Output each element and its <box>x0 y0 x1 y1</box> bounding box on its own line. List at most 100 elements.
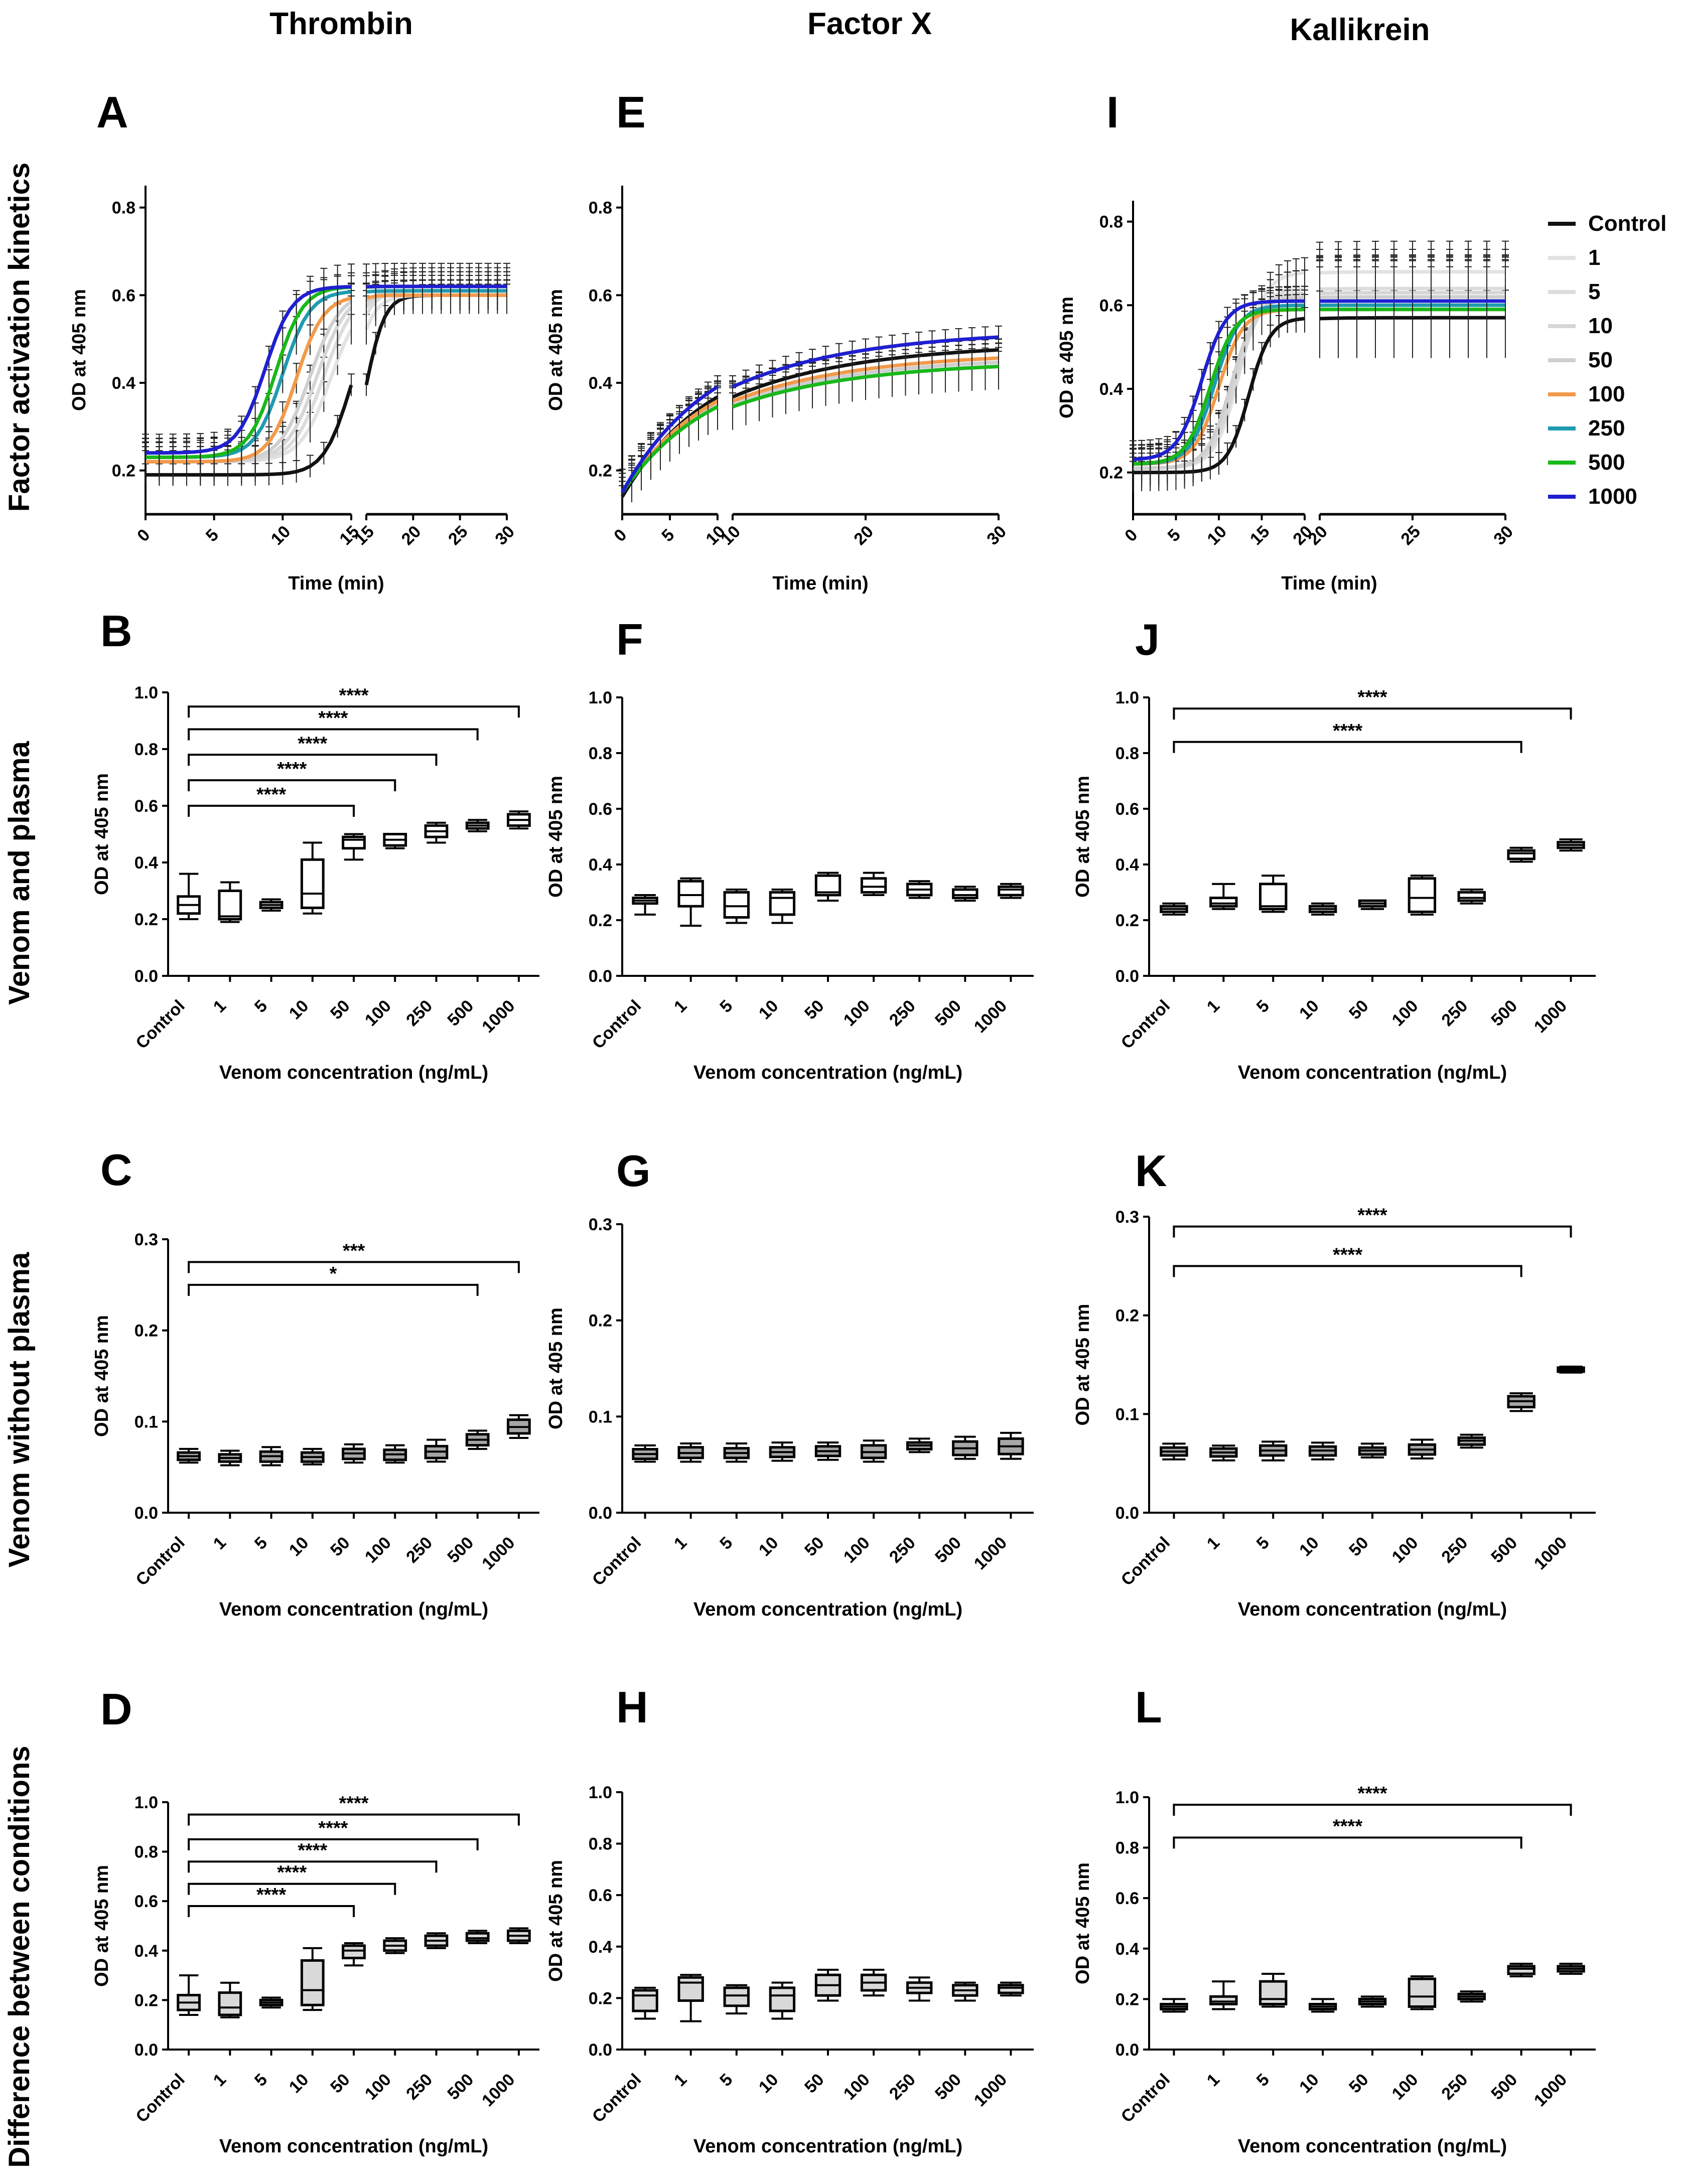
x-tick-label: 500 <box>931 996 965 1030</box>
x-tick-label: 10 <box>286 996 313 1024</box>
legend-label-5: 5 <box>1588 279 1600 304</box>
x-tick-label: 30 <box>491 522 518 549</box>
x-tick-label: 500 <box>931 1533 965 1567</box>
x-tick-label: 500 <box>1487 1533 1521 1567</box>
y-tick-label: 0.8 <box>1099 213 1123 232</box>
y-tick-label: 0.3 <box>1115 1208 1139 1227</box>
x-tick-label: 100 <box>840 1533 874 1567</box>
x-tick-label: Control <box>1117 2070 1174 2126</box>
x-tick-label: 1 <box>1203 1533 1223 1553</box>
panel-letter-H: H <box>616 1682 648 1732</box>
x-tick-label: 10 <box>1296 2070 1323 2097</box>
x-tick-label: Control <box>589 2070 645 2126</box>
y-tick-label: 0.2 <box>1115 1306 1139 1326</box>
y-tick-label: 0.2 <box>1115 911 1139 930</box>
x-tick-label: 100 <box>361 1533 395 1567</box>
y-tick-label: 0.4 <box>134 1942 158 1961</box>
y-tick-label: 0.1 <box>1115 1405 1139 1424</box>
x-tick-label: 100 <box>840 996 874 1030</box>
significance-bracket <box>188 1838 479 1850</box>
x-tick-label: 500 <box>444 1533 477 1567</box>
panel-letter-C: C <box>100 1145 132 1195</box>
y-axis-label: OD at 405 nm <box>91 1315 112 1437</box>
y-tick-label: 0.8 <box>1115 744 1139 763</box>
box-500 <box>952 888 978 900</box>
x-tick-label: 50 <box>801 1533 828 1560</box>
x-tick-label: 10 <box>755 1533 782 1560</box>
column-title-thrombin: Thrombin <box>269 7 413 41</box>
x-tick-label: 1000 <box>970 996 1011 1037</box>
box-5 <box>1259 1980 1288 2005</box>
x-tick-label: 1 <box>210 996 230 1016</box>
x-axis-label: Time (min) <box>772 573 868 594</box>
box-100 <box>1408 877 1437 913</box>
x-tick-label: 500 <box>1487 2070 1521 2104</box>
y-axis-label: OD at 405 nm <box>545 1860 567 1982</box>
x-tick-label: 50 <box>327 996 354 1024</box>
significance-bracket <box>188 754 438 766</box>
x-tick-label: 5 <box>1253 2070 1273 2090</box>
series-line-control <box>1133 317 1305 475</box>
significance-bracket <box>188 1905 355 1918</box>
y-tick-label: 0.6 <box>1115 800 1139 819</box>
x-tick-label: 50 <box>1345 996 1372 1024</box>
y-tick-label: 0.8 <box>134 1843 158 1862</box>
x-axis-label: Time (min) <box>1281 573 1377 594</box>
y-tick-label: 0.2 <box>589 1312 612 1331</box>
x-tick-label: 10 <box>1296 996 1323 1024</box>
box-10 <box>300 858 325 909</box>
y-tick-label: 0.8 <box>589 744 612 763</box>
panel-letter-I: I <box>1106 87 1118 137</box>
x-tick-label: 5 <box>1253 1533 1273 1553</box>
panel-letter-K: K <box>1135 1146 1167 1196</box>
significance-bracket <box>1173 1265 1522 1277</box>
x-tick-label: 1 <box>210 1533 230 1553</box>
x-tick-label: 50 <box>1345 2070 1372 2097</box>
legend-label-50: 50 <box>1588 348 1613 372</box>
x-tick-label: 100 <box>840 2070 874 2104</box>
y-tick-label: 0.8 <box>112 199 135 218</box>
y-tick-label: 0.1 <box>134 1412 158 1431</box>
panel-letter-A: A <box>96 87 128 137</box>
series-line-500 <box>1133 308 1305 466</box>
box-500 <box>1507 849 1535 860</box>
box-control <box>632 1989 658 2012</box>
y-tick-label: 0.0 <box>589 967 612 986</box>
x-tick-label: 0 <box>610 525 630 545</box>
y-tick-label: 0.4 <box>589 374 612 393</box>
panel-J: J 0.0 0.2 0.4 0.6 0.8 1.0 OD at 405 nm Control 1 5… <box>1072 615 1596 1083</box>
x-tick-label: Control <box>1117 1533 1174 1589</box>
significance-label: **** <box>1357 1783 1387 1804</box>
x-tick-label: 1 <box>210 2070 230 2090</box>
y-axis-label: OD at 405 nm <box>91 1865 112 1987</box>
x-tick-label: 20 <box>850 522 877 549</box>
x-tick-label: 100 <box>1388 1533 1422 1567</box>
box-1 <box>218 890 242 921</box>
panel-letter-F: F <box>616 615 643 664</box>
significance-label: * <box>329 1263 337 1284</box>
significance-label: **** <box>277 1862 307 1883</box>
panel-C: C 0.0 0.1 0.2 0.3 OD at 405 nm Control 1 5 10 50 10… <box>91 1145 539 1620</box>
x-tick-label: Control <box>589 1533 645 1589</box>
panel-K: K 0.0 0.1 0.2 0.3 OD at 405 nm Control 1 5 10 50 10… <box>1072 1146 1596 1620</box>
y-tick-label: 0.6 <box>589 800 612 819</box>
panel-G: G 0.0 0.1 0.2 0.3 OD at 405 nm Control 1 5 10 50 10… <box>545 1146 1034 1620</box>
series-line-100 <box>366 293 507 300</box>
significance-bracket <box>1173 741 1522 753</box>
significance-bracket <box>188 728 479 741</box>
y-tick-label: 0.4 <box>134 853 158 872</box>
box-100 <box>1408 1977 1437 2008</box>
x-tick-label: 1000 <box>1530 996 1571 1037</box>
significance-label: **** <box>256 784 286 805</box>
significance-bracket <box>188 1860 438 1873</box>
significance-bracket <box>188 1261 520 1273</box>
significance-bracket <box>188 1283 479 1296</box>
x-tick-label: 10 <box>267 522 295 549</box>
x-tick-label: 10 <box>286 1533 313 1560</box>
x-tick-label: 10 <box>717 522 744 549</box>
y-tick-label: 0.0 <box>589 2041 612 2060</box>
x-tick-label: 250 <box>886 996 919 1030</box>
x-tick-label: 15 <box>1246 522 1274 549</box>
x-tick-label: 1 <box>1203 996 1223 1016</box>
